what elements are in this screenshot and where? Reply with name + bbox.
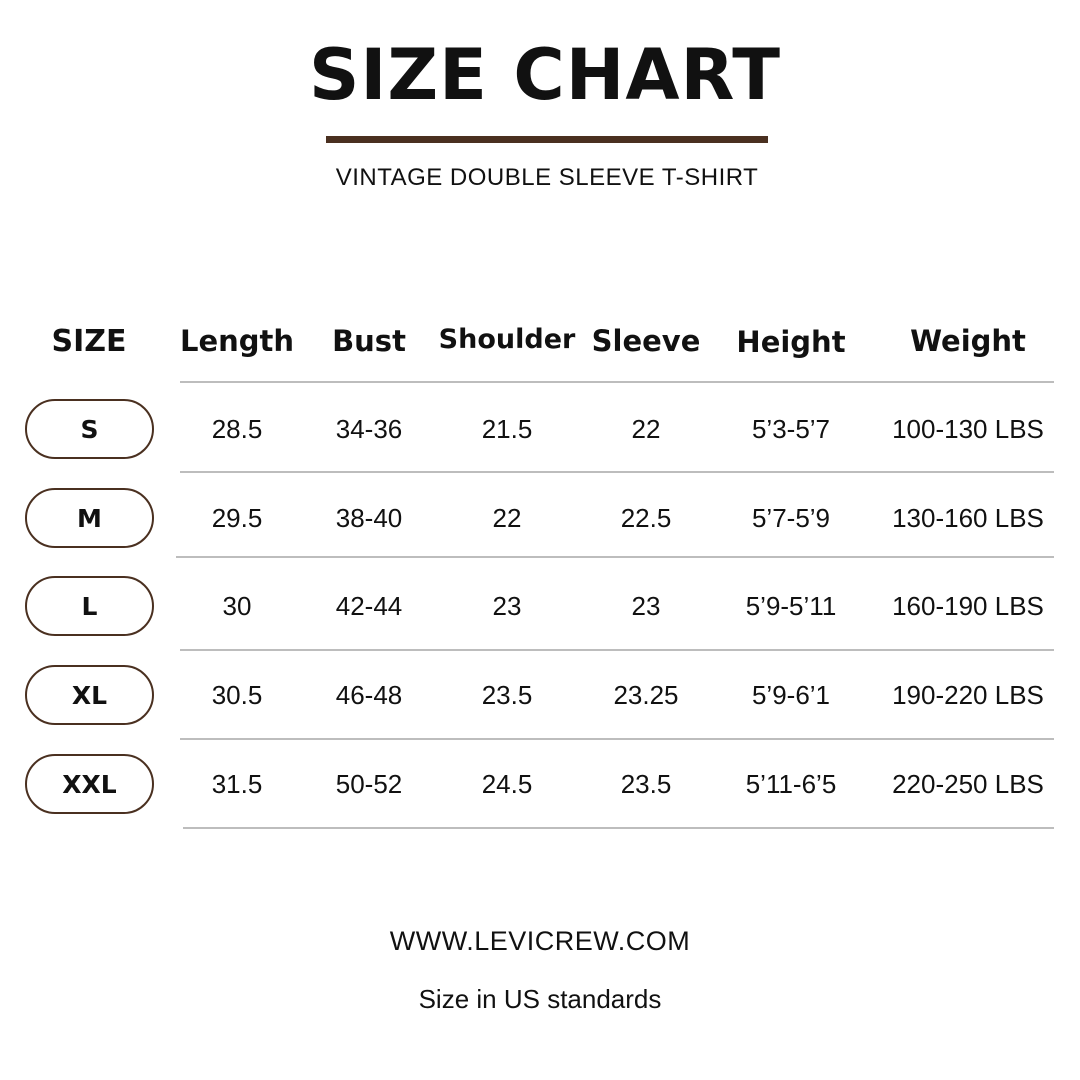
page-title: SIZE CHART	[308, 34, 782, 116]
table-cell-height: 5’3-5’7	[751, 414, 831, 444]
column-header-bust: Bust	[332, 324, 406, 358]
table-cell-shoulder: 24.5	[481, 769, 533, 799]
column-header-height: Height	[736, 325, 846, 359]
table-cell-height: 5’11-6’5	[745, 769, 837, 799]
column-header-length: Length	[179, 324, 295, 358]
table-cell-length: 28.5	[211, 414, 263, 444]
table-cell-length: 31.5	[211, 769, 263, 799]
table-cell-bust: 46-48	[335, 680, 403, 710]
title-divider	[326, 136, 768, 143]
table-cell-weight: 220-250 LBS	[892, 769, 1044, 799]
table-cell-height: 5’7-5’9	[751, 503, 831, 533]
table-cell-bust: 50-52	[335, 769, 403, 799]
column-header-size: SIZE	[51, 324, 127, 359]
table-cell-sleeve: 23	[631, 591, 661, 621]
table-cell-length: 30.5	[211, 680, 263, 710]
website-url[interactable]: WWW.LEVICREW.COM	[389, 926, 691, 956]
table-cell-weight: 100-130 LBS	[892, 414, 1044, 444]
row-divider	[180, 738, 1054, 740]
size-badge: L	[25, 576, 154, 636]
size-standard-note: Size in US standards	[418, 984, 662, 1014]
table-cell-bust: 34-36	[335, 414, 403, 444]
size-badge: XXL	[25, 754, 154, 814]
table-cell-bust: 42-44	[335, 591, 403, 621]
row-divider	[176, 556, 1054, 558]
row-divider	[183, 827, 1054, 829]
table-cell-sleeve: 23.5	[620, 769, 672, 799]
table-cell-sleeve: 22	[631, 414, 661, 444]
size-badge: S	[25, 399, 154, 459]
size-badge: M	[25, 488, 154, 548]
size-badge: XL	[25, 665, 154, 725]
table-cell-shoulder: 22	[492, 503, 522, 533]
table-cell-shoulder: 23.5	[481, 680, 533, 710]
table-cell-weight: 190-220 LBS	[892, 680, 1044, 710]
table-cell-shoulder: 23	[492, 591, 522, 621]
table-cell-weight: 130-160 LBS	[892, 503, 1044, 533]
table-cell-weight: 160-190 LBS	[892, 591, 1044, 621]
column-header-shoulder: Shoulder	[438, 324, 576, 355]
table-cell-bust: 38-40	[335, 503, 403, 533]
page-subtitle: VINTAGE DOUBLE SLEEVE T-SHIRT	[335, 164, 759, 191]
table-cell-length: 29.5	[211, 503, 263, 533]
row-divider	[180, 381, 1054, 383]
column-header-weight: Weight	[910, 324, 1026, 358]
table-cell-height: 5’9-6’1	[751, 680, 831, 710]
table-cell-sleeve: 22.5	[620, 503, 672, 533]
table-cell-sleeve: 23.25	[613, 680, 679, 710]
column-header-sleeve: Sleeve	[591, 324, 701, 358]
table-cell-shoulder: 21.5	[481, 414, 533, 444]
table-cell-length: 30	[222, 591, 252, 621]
row-divider	[180, 649, 1054, 651]
row-divider	[180, 471, 1054, 473]
table-cell-height: 5’9-5’11	[745, 591, 837, 621]
